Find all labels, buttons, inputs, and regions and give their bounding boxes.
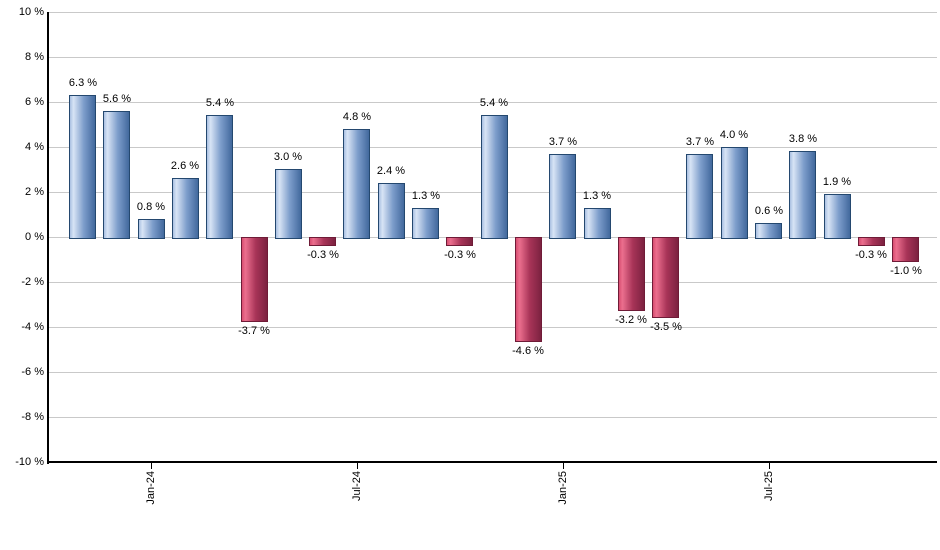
gridline	[48, 102, 937, 103]
bar-value-label: 1.3 %	[411, 190, 441, 202]
y-axis-tick-label: 4 %	[25, 141, 44, 153]
bar-Apr-24	[241, 237, 268, 322]
bar-value-label: 3.7 %	[548, 136, 578, 148]
gridline	[48, 12, 937, 13]
y-axis-tick-label: 8 %	[25, 51, 44, 63]
bar-Sep-24	[412, 208, 439, 239]
bar-value-label: 5.4 %	[479, 97, 509, 109]
bar-value-label: 6.3 %	[68, 77, 98, 89]
y-axis-tick-label: 6 %	[25, 96, 44, 108]
bar-Jul-24	[343, 129, 370, 239]
gridline	[48, 327, 937, 328]
gridline	[48, 282, 937, 283]
gridline	[48, 372, 937, 373]
bar-Apr-25	[652, 237, 679, 318]
y-axis-tick-label: -8 %	[21, 411, 44, 423]
bar-value-label: 1.9 %	[822, 176, 852, 188]
bar-Nov-23	[69, 95, 96, 239]
x-axis-tick-label: Jan-25	[557, 471, 569, 505]
bar-value-label: 2.6 %	[170, 160, 200, 172]
bar-Aug-25	[789, 151, 816, 239]
gridline	[48, 57, 937, 58]
bar-Oct-24	[446, 237, 473, 246]
bar-value-label: -3.5 %	[650, 321, 682, 333]
bar-value-label: 0.8 %	[136, 201, 166, 213]
bar-value-label: -0.3 %	[307, 249, 339, 261]
bar-value-label: 3.8 %	[788, 133, 818, 145]
bar-May-25	[686, 154, 713, 239]
bar-Oct-25	[858, 237, 885, 246]
y-axis-tick-label: 10 %	[18, 6, 44, 18]
plot-area: 6.3 % 5.6 % 0.8 % 2.6 % 5.4 % -3.7 % 3.0 % -0.3…	[47, 12, 937, 505]
x-axis-tick-label: Jul-24	[351, 471, 363, 501]
bar-Aug-24	[378, 183, 405, 239]
y-axis-tick-label: -6 %	[21, 366, 44, 378]
bar-value-label: 0.6 %	[754, 205, 784, 217]
y-axis-tick-label: 2 %	[25, 186, 44, 198]
bar-Sep-25	[824, 194, 851, 239]
x-axis-tick	[563, 462, 564, 469]
bar-Jun-25	[721, 147, 748, 239]
bar-Jan-24	[138, 219, 165, 239]
bar-value-label: -0.3 %	[855, 249, 887, 261]
bar-May-24	[275, 169, 302, 239]
bar-value-label: -0.3 %	[444, 249, 476, 261]
bar-value-label: 3.0 %	[273, 151, 303, 163]
bar-value-label: 1.3 %	[582, 190, 612, 202]
y-axis-tick-label: -10 %	[15, 456, 44, 468]
bar-value-label: 3.7 %	[685, 136, 715, 148]
bar-Feb-24	[172, 178, 199, 239]
y-axis-tick-label: -4 %	[21, 321, 44, 333]
x-axis-line	[47, 461, 937, 463]
x-axis-tick-label: Jul-25	[763, 471, 775, 501]
bar-value-label: -1.0 %	[890, 265, 922, 277]
bar-Dec-23	[103, 111, 130, 239]
bar-Nov-25	[892, 237, 919, 262]
bar-value-label: 4.8 %	[342, 111, 372, 123]
x-axis-tick-label: Jan-24	[145, 471, 157, 505]
bar-value-label: 5.6 %	[102, 93, 132, 105]
bar-value-label: -4.6 %	[512, 345, 544, 357]
bar-Mar-25	[618, 237, 645, 311]
x-axis-tick	[769, 462, 770, 469]
bar-value-label: -3.7 %	[238, 325, 270, 337]
bar-value-label: 4.0 %	[719, 129, 749, 141]
gridline	[48, 417, 937, 418]
bar-Feb-25	[584, 208, 611, 239]
bar-Nov-24	[481, 115, 508, 239]
bar-Mar-24	[206, 115, 233, 239]
x-axis-tick	[357, 462, 358, 469]
bar-Jul-25	[755, 223, 782, 239]
y-axis-tick-label: 0 %	[25, 231, 44, 243]
bar-value-label: -3.2 %	[615, 314, 647, 326]
bar-Jan-25	[549, 154, 576, 239]
bar-value-label: 2.4 %	[376, 165, 406, 177]
y-axis-tick-label: -2 %	[21, 276, 44, 288]
bar-Jun-24	[309, 237, 336, 246]
bar-Dec-24	[515, 237, 542, 342]
x-axis-tick	[151, 462, 152, 469]
bar-value-label: 5.4 %	[205, 97, 235, 109]
y-axis-line	[47, 12, 49, 464]
